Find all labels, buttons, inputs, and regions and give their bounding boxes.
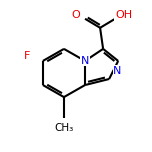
- Text: O: O: [72, 10, 80, 20]
- Text: OH: OH: [115, 10, 132, 20]
- Text: CH₃: CH₃: [54, 123, 74, 133]
- Text: N: N: [113, 66, 122, 76]
- Text: F: F: [24, 51, 30, 61]
- Text: N: N: [81, 56, 89, 66]
